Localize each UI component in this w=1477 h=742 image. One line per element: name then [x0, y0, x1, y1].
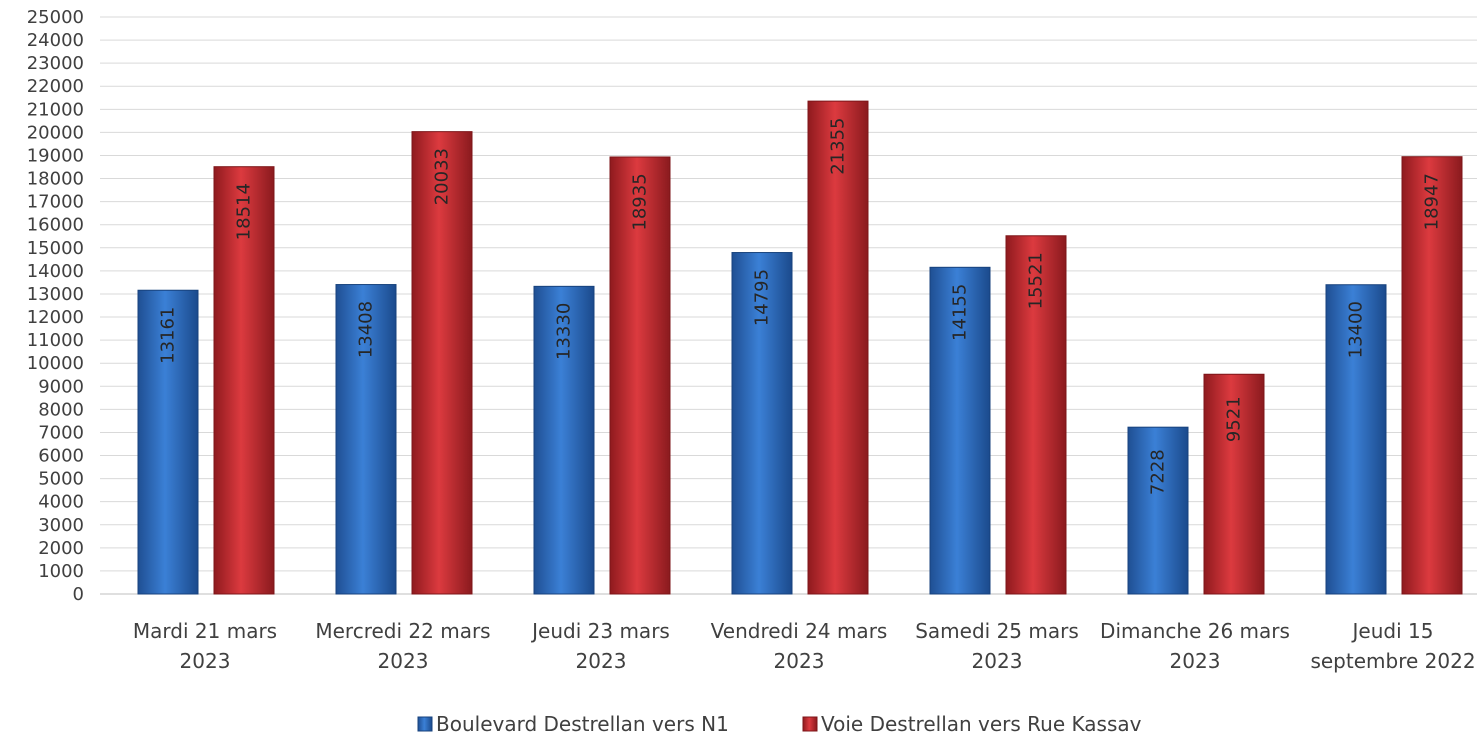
x-axis-ticks: Mardi 21 mars 2023 Mercredi 22 mars 2023 Jeu… — [133, 619, 1476, 673]
y-tick-label: 7000 — [38, 422, 84, 443]
y-tick-label: 22000 — [27, 76, 84, 97]
y-tick-label: 18000 — [27, 169, 84, 190]
data-label: 13408 — [356, 301, 377, 358]
bar-voie — [1203, 373, 1265, 595]
bar-boulevard — [533, 285, 595, 595]
bar-voie — [807, 100, 869, 595]
bar-boulevard — [137, 289, 199, 595]
legend-swatch — [417, 716, 433, 732]
y-tick-label: 16000 — [27, 215, 84, 236]
y-tick-label: 23000 — [27, 53, 84, 74]
y-tick-label: 5000 — [38, 469, 84, 490]
x-tick-label: Mardi 21 mars 2023 — [133, 619, 277, 673]
y-tick-label: 13000 — [27, 284, 84, 305]
y-tick-label: 6000 — [38, 446, 84, 467]
y-tick-label: 11000 — [27, 330, 84, 351]
x-tick-label: Dimanche 26 mars 2023 — [1100, 619, 1290, 673]
legend: Boulevard Destrellan vers N1 Voie Destrel… — [417, 712, 1142, 736]
data-label: 15521 — [1026, 252, 1047, 309]
bar-boulevard — [929, 266, 991, 595]
data-label: 13161 — [158, 307, 179, 364]
data-label: 20033 — [432, 148, 453, 205]
data-labels: 13161 18514 13408 20033 13330 18935 14795 21355… — [158, 117, 1443, 495]
y-tick-label: 24000 — [27, 30, 84, 51]
x-tick-label: Jeudi 23 mars 2023 — [530, 619, 670, 673]
x-tick-label: Samedi 25 mars 2023 — [915, 619, 1079, 673]
bar-voie — [1005, 235, 1067, 595]
data-label: 9521 — [1224, 396, 1245, 442]
y-tick-label: 4000 — [38, 492, 84, 513]
y-tick-label: 8000 — [38, 399, 84, 420]
data-label: 7228 — [1148, 449, 1169, 495]
legend-label: Voie Destrellan vers Rue Kassav — [821, 712, 1142, 736]
bar-voie — [411, 131, 473, 595]
y-tick-label: 20000 — [27, 122, 84, 143]
y-tick-label: 10000 — [27, 353, 84, 374]
data-label: 18947 — [1422, 173, 1443, 230]
y-tick-label: 2000 — [38, 538, 84, 559]
bar-voie — [1401, 156, 1463, 595]
bars — [137, 100, 1463, 595]
x-tick-label: Mercredi 22 mars 2023 — [315, 619, 490, 673]
data-label: 14795 — [752, 269, 773, 326]
y-tick-label: 0 — [73, 584, 84, 605]
x-tick-label: Vendredi 24 mars 2023 — [711, 619, 888, 673]
bar-voie — [213, 166, 275, 595]
bar-voie — [609, 156, 671, 595]
data-label: 21355 — [828, 117, 849, 174]
y-tick-label: 1000 — [38, 561, 84, 582]
y-tick-label: 17000 — [27, 192, 84, 213]
y-tick-label: 3000 — [38, 515, 84, 536]
legend-label: Boulevard Destrellan vers N1 — [436, 712, 729, 736]
data-label: 18935 — [630, 173, 651, 230]
y-tick-label: 25000 — [27, 7, 84, 28]
bar-boulevard — [1127, 426, 1189, 595]
y-tick-label: 21000 — [27, 99, 84, 120]
bar-boulevard — [731, 252, 793, 595]
bar-boulevard — [1325, 284, 1387, 595]
x-tick-label: Jeudi 15 septembre 2022 — [1310, 619, 1475, 673]
y-tick-label: 19000 — [27, 145, 84, 166]
y-tick-label: 12000 — [27, 307, 84, 328]
data-label: 13400 — [1346, 301, 1367, 358]
data-label: 18514 — [234, 183, 255, 240]
data-label: 14155 — [950, 284, 971, 341]
y-tick-label: 9000 — [38, 376, 84, 397]
data-label: 13330 — [554, 303, 575, 360]
legend-swatch — [802, 716, 818, 732]
bar-boulevard — [335, 284, 397, 595]
y-tick-label: 14000 — [27, 261, 84, 282]
y-tick-label: 15000 — [27, 238, 84, 259]
